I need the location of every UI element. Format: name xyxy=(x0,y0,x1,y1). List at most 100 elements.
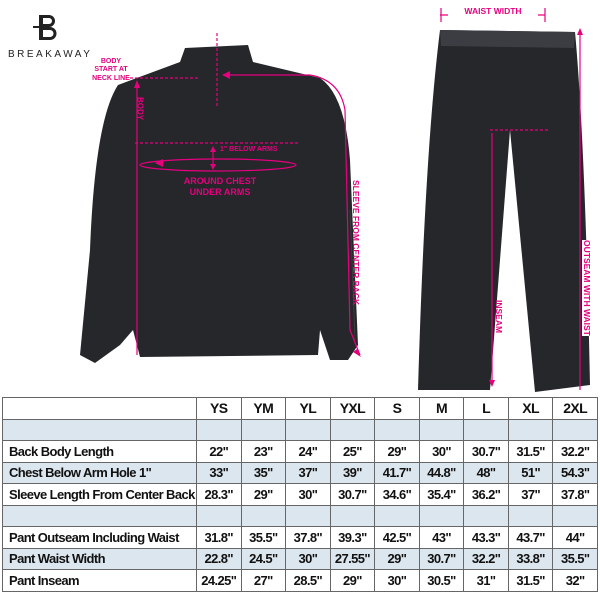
table-row: Chest Below Arm Hole 1" 33" 35" 37" 39" 41.7"… xyxy=(2,461,598,484)
measurement-cell xyxy=(507,504,554,527)
measurement-cell: 24.5" xyxy=(240,547,287,570)
measurement-cell: 27" xyxy=(240,569,287,592)
size-header-2xl: 2XL xyxy=(552,397,598,420)
measurement-cell xyxy=(329,504,376,527)
measurement-cell: 29" xyxy=(374,547,420,570)
row-label: Pant Outseam Including Waist xyxy=(2,526,197,549)
measurement-cell xyxy=(418,504,465,527)
measurement-cell: 29" xyxy=(240,483,287,506)
annotation-inseam: INSEAM xyxy=(494,300,505,334)
measurement-cell: 29" xyxy=(374,440,420,463)
measurement-cell: 39.3" xyxy=(329,526,376,549)
measurement-cell: 37" xyxy=(507,483,554,506)
measurement-cell: 30.7" xyxy=(463,440,509,463)
measurement-cell: 35.4" xyxy=(418,483,465,506)
measurement-cell: 33" xyxy=(196,461,242,484)
measurement-cell: 25" xyxy=(329,440,376,463)
size-header-l: L xyxy=(463,397,509,420)
measurement-cell: 28.5" xyxy=(285,569,331,592)
row-label: Back Body Length xyxy=(2,440,197,463)
measurement-cell: 43.3" xyxy=(463,526,509,549)
measurement-cell: 30" xyxy=(285,483,331,506)
measurement-cell: 33.8" xyxy=(507,547,554,570)
measurement-cell: 37" xyxy=(285,461,331,484)
measurement-cell: 44" xyxy=(552,526,598,549)
measurement-cell xyxy=(552,504,598,527)
annotation-sleeve: SLEEVE FROM CENTER BACK xyxy=(351,180,362,306)
measurement-cell: 30" xyxy=(374,569,420,592)
size-header-m: M xyxy=(418,397,465,420)
brand-logo: BREAKAWAY xyxy=(8,12,93,60)
measurement-cell: 48" xyxy=(463,461,509,484)
size-table: YS YM YL YXL S M L XL 2XL Back Body Length 22" 23"… xyxy=(2,397,598,592)
table-row: Pant Outseam Including Waist 31.8" 35.5" 37… xyxy=(2,526,598,549)
measurement-cell xyxy=(329,418,376,441)
size-header-yl: YL xyxy=(285,397,331,420)
garment-illustration xyxy=(80,8,590,392)
row-label: Pant Inseam xyxy=(2,569,197,592)
table-row: Back Body Length 22" 23" 24" 25" 29" 30" 30.7" 3… xyxy=(2,440,598,463)
measurement-cell: 41.7" xyxy=(374,461,420,484)
measurement-cell: 27.55" xyxy=(329,547,376,570)
annotation-outseam: OUTSEAM WITH WAIST xyxy=(582,240,593,336)
measurement-cell: 32.2" xyxy=(463,547,509,570)
measurement-cell: 37.8" xyxy=(285,526,331,549)
measurement-cell: 35.5" xyxy=(552,547,598,570)
measurement-cell: 51" xyxy=(507,461,554,484)
measurement-cell: 34.6" xyxy=(374,483,420,506)
measurement-cell: 28.3" xyxy=(196,483,242,506)
row-label xyxy=(2,418,197,441)
size-header-ym: YM xyxy=(240,397,287,420)
measurement-cell xyxy=(196,504,242,527)
measurement-cell xyxy=(285,504,331,527)
measurement-cell xyxy=(285,418,331,441)
measurement-cell: 29" xyxy=(329,569,376,592)
measurement-cell: 43" xyxy=(418,526,465,549)
measurement-cell: 31.5" xyxy=(507,440,554,463)
brand-name: BREAKAWAY xyxy=(8,49,93,60)
measurement-cell xyxy=(552,418,598,441)
table-row: Sleeve Length From Center Back 28.3" 29" 30… xyxy=(2,483,598,506)
measurement-cell: 35.5" xyxy=(240,526,287,549)
measurement-cell xyxy=(374,504,420,527)
measurement-cell: 43.7" xyxy=(507,526,554,549)
measurement-cell: 30.7" xyxy=(329,483,376,506)
measurement-cell: 32" xyxy=(552,569,598,592)
size-header-xl: XL xyxy=(507,397,554,420)
measurement-cell xyxy=(463,418,509,441)
measurement-cell: 35" xyxy=(240,461,287,484)
measurement-cell: 44.8" xyxy=(418,461,465,484)
size-header-ys: YS xyxy=(196,397,242,420)
measurement-cell: 24.25" xyxy=(196,569,242,592)
measurement-cell xyxy=(196,418,242,441)
annotation-below-arms: 1" BELOW ARMS xyxy=(220,146,278,153)
measurement-cell xyxy=(240,418,287,441)
measurement-cell: 30.5" xyxy=(418,569,465,592)
corner-cell xyxy=(2,397,197,420)
measurement-cell: 37.8" xyxy=(552,483,598,506)
annotation-chest: AROUND CHEST UNDER ARMS xyxy=(183,176,257,197)
measurement-cell: 30" xyxy=(285,547,331,570)
measurement-cell: 22" xyxy=(196,440,242,463)
jacket-image xyxy=(80,45,358,363)
row-label: Pant Waist Width xyxy=(2,547,197,570)
measurement-cell xyxy=(507,418,554,441)
annotation-waist-width: WAIST WIDTH xyxy=(448,6,538,17)
measurement-cell: 23" xyxy=(240,440,287,463)
measurement-cell: 22.8" xyxy=(196,547,242,570)
measurement-cell xyxy=(463,504,509,527)
size-header-s: S xyxy=(374,397,420,420)
measurement-cell xyxy=(418,418,465,441)
measurement-cell: 30.7" xyxy=(418,547,465,570)
measurement-cell: 31.8" xyxy=(196,526,242,549)
measurement-cell: 32.2" xyxy=(552,440,598,463)
measurement-cell: 42.5" xyxy=(374,526,420,549)
measurement-cell: 39" xyxy=(329,461,376,484)
measurement-cell: 24" xyxy=(285,440,331,463)
logo-b-icon xyxy=(32,15,56,40)
row-label: Sleeve Length From Center Back xyxy=(2,483,197,506)
measurement-cell: 54.3" xyxy=(552,461,598,484)
measurement-cell xyxy=(240,504,287,527)
row-label xyxy=(2,504,197,527)
